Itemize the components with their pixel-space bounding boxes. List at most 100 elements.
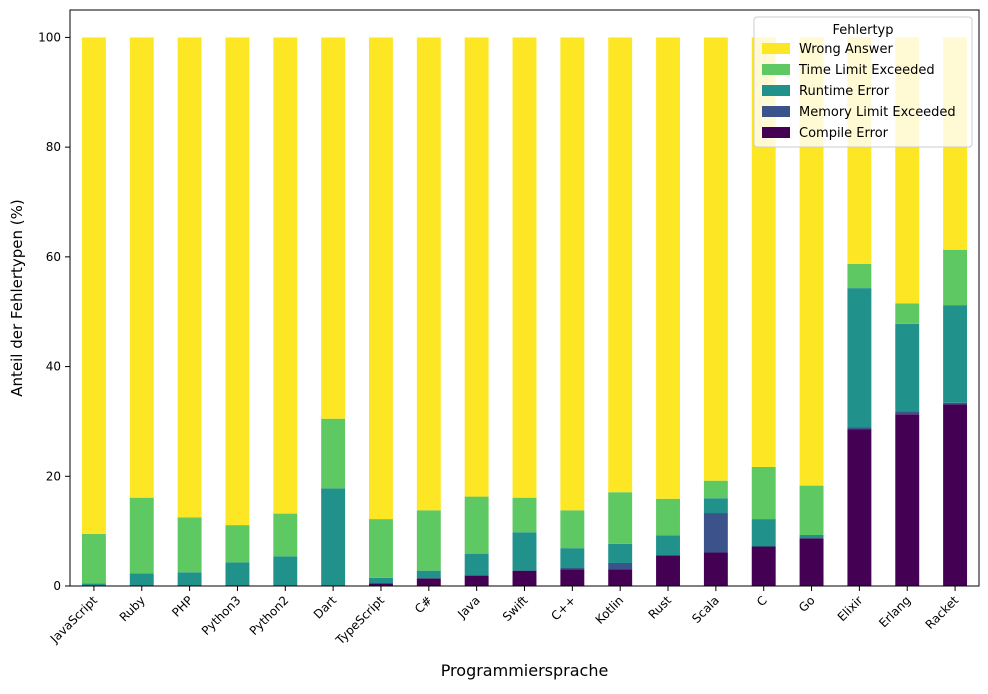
legend-items: Wrong Answer Time Limit Exceeded Runtime E… [762,42,956,141]
x-tick-label: Kotlin [593,593,627,627]
bar-segment [751,519,776,547]
legend-label: Memory Limit Exceeded [799,105,956,120]
bar-segment [943,305,968,403]
bar-segment [369,519,393,578]
bar-segment [656,535,680,556]
bar-segment [799,534,824,539]
bar-segment [81,583,106,586]
x-tick-label: PHP [169,593,196,620]
legend-swatch [762,127,790,138]
x-tick-label: Python2 [247,593,292,638]
bar-segment [608,492,633,544]
bar-segment [560,510,585,549]
x-axis: JavaScript Ruby PHP Python3 Python2 DartTypeS… [47,586,962,648]
bar-segment [321,488,346,586]
bar-segment [608,37,633,493]
bar-segment [321,37,346,419]
bar-segment [895,414,920,586]
bar-segment [225,37,250,526]
x-tick-label: C++ [548,593,578,623]
bar-segment [369,37,393,520]
y-axis-label: Anteil der Fehlertypen (%) [8,199,26,397]
bar-segment [799,37,824,486]
bar-segment [895,303,920,324]
legend-label: Wrong Answer [799,42,893,57]
bar-segment [225,562,250,586]
bar-segment [129,497,154,574]
bar-segment [81,533,106,584]
bar-segment [464,575,489,586]
bar-segment [799,485,824,535]
bar-segment [321,418,346,489]
legend-title: Fehlertyp [832,23,893,38]
bar-segment [273,556,298,586]
bar-segment [895,323,920,412]
x-tick-label: Swift [500,593,531,624]
bar-segment [656,555,680,586]
bar-segment [703,480,728,499]
bar-segment [560,567,585,570]
bar-segment [560,548,585,568]
x-tick-label: TypeScript [332,593,387,648]
bar-segment [656,37,680,499]
y-tick-label: 40 [46,360,61,374]
bar-segment [751,546,776,586]
bar-segment [943,404,968,586]
legend-box [753,16,973,148]
x-tick-label: Rust [646,593,675,622]
x-tick-label: Python3 [199,593,244,638]
bar-segment [943,402,968,405]
bar-segment [895,411,920,415]
bar-segment [703,552,728,586]
bar-segment [177,517,202,573]
bar-segment [847,263,872,289]
legend-swatch [762,64,790,75]
bar-segment [512,532,537,571]
x-tick-label: JavaScript [47,593,100,646]
x-tick-label: Go [796,593,818,615]
bar-segment [512,497,537,533]
bar-segment [416,37,441,511]
bar-segment [273,37,298,514]
bar-segment [703,498,728,514]
bar-segment [129,573,154,586]
bar-segment [703,37,728,481]
legend-label: Runtime Error [799,84,890,99]
x-tick-label: Racket [923,593,962,632]
bar-segment [847,288,872,428]
bar-segment [464,553,489,576]
bar-segment [177,572,202,586]
x-tick-label: Scala [689,593,722,626]
y-tick-label: 0 [53,579,61,593]
x-tick-label: Dart [311,593,340,622]
bar-segment [273,513,298,557]
legend-swatch [762,85,790,96]
y-tick-label: 20 [46,469,61,483]
bar-segment [129,37,154,498]
bar-segment [416,578,441,586]
bar-segment [608,569,633,586]
bar-segment [81,37,106,534]
legend-swatch [762,43,790,54]
bar-segment [369,583,393,586]
bar-segment [416,510,441,571]
x-tick-label: C# [412,593,435,616]
legend-swatch [762,106,790,117]
bar-segment [656,498,680,536]
bar-segment [560,37,585,511]
bar-segment [369,577,393,584]
bar-segment [464,496,489,554]
legend-label: Compile Error [799,126,889,141]
bar-segment [416,570,441,579]
y-tick-label: 100 [38,30,61,44]
y-tick-label: 80 [46,140,61,154]
x-tick-label: Elixir [835,593,866,624]
bar-segment [703,513,728,553]
bar-segment [608,543,633,563]
bar-segment [799,538,824,586]
y-tick-label: 60 [46,250,61,264]
bar-segment [512,570,537,586]
bar-segment [512,37,537,498]
bar-segment [847,429,872,586]
bar-segment [847,427,872,430]
